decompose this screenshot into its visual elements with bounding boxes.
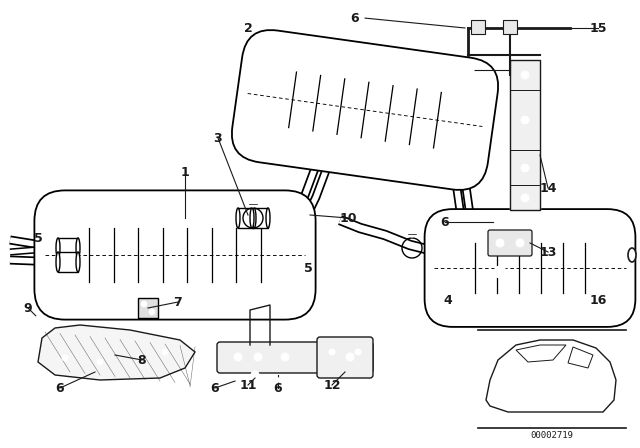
Polygon shape xyxy=(568,347,593,368)
Circle shape xyxy=(409,231,415,237)
Text: 6: 6 xyxy=(211,382,220,395)
Bar xyxy=(58,252,78,272)
Ellipse shape xyxy=(266,208,270,228)
Text: 16: 16 xyxy=(589,293,607,306)
Text: 6: 6 xyxy=(56,382,64,395)
FancyBboxPatch shape xyxy=(35,190,316,319)
Circle shape xyxy=(276,378,280,382)
Circle shape xyxy=(273,375,283,385)
Text: 15: 15 xyxy=(589,22,607,34)
Bar xyxy=(238,208,254,228)
Circle shape xyxy=(521,194,529,202)
Circle shape xyxy=(149,309,155,315)
Circle shape xyxy=(251,371,259,379)
Circle shape xyxy=(521,71,529,79)
Text: 7: 7 xyxy=(173,296,182,309)
Text: 9: 9 xyxy=(24,302,32,314)
Text: 4: 4 xyxy=(444,293,452,306)
Text: 14: 14 xyxy=(540,181,557,194)
Circle shape xyxy=(137,355,143,361)
Circle shape xyxy=(254,353,262,361)
Text: 5: 5 xyxy=(303,262,312,275)
Ellipse shape xyxy=(76,238,80,258)
Circle shape xyxy=(33,313,43,323)
FancyBboxPatch shape xyxy=(424,209,636,327)
Circle shape xyxy=(236,378,240,382)
Circle shape xyxy=(352,12,364,24)
Text: 1: 1 xyxy=(180,165,189,178)
FancyBboxPatch shape xyxy=(317,337,373,378)
Circle shape xyxy=(162,349,168,355)
Circle shape xyxy=(355,15,361,21)
Circle shape xyxy=(281,353,289,361)
Text: 3: 3 xyxy=(214,132,222,145)
Circle shape xyxy=(62,355,68,361)
Circle shape xyxy=(516,239,524,247)
Text: 00002719: 00002719 xyxy=(531,431,573,439)
Circle shape xyxy=(355,349,361,355)
Ellipse shape xyxy=(250,208,254,228)
Bar xyxy=(503,20,517,34)
Circle shape xyxy=(462,64,474,76)
Text: 13: 13 xyxy=(540,246,557,258)
Ellipse shape xyxy=(628,248,636,262)
Ellipse shape xyxy=(236,208,240,228)
Bar xyxy=(138,298,158,318)
Polygon shape xyxy=(38,325,195,380)
Circle shape xyxy=(465,67,470,73)
FancyBboxPatch shape xyxy=(488,230,532,256)
Ellipse shape xyxy=(252,208,256,228)
Circle shape xyxy=(253,373,257,377)
Text: 10: 10 xyxy=(339,211,356,224)
Circle shape xyxy=(250,201,256,207)
Circle shape xyxy=(329,349,335,355)
Circle shape xyxy=(521,164,529,172)
Circle shape xyxy=(36,316,40,320)
Text: 2: 2 xyxy=(244,22,252,34)
Bar xyxy=(471,20,485,34)
Text: 8: 8 xyxy=(138,353,147,366)
Bar xyxy=(58,238,78,258)
Circle shape xyxy=(496,239,504,247)
FancyBboxPatch shape xyxy=(217,342,373,373)
Circle shape xyxy=(497,269,502,275)
Polygon shape xyxy=(510,60,540,210)
Text: 5: 5 xyxy=(34,232,42,245)
Text: 11: 11 xyxy=(239,379,257,392)
Ellipse shape xyxy=(56,238,60,258)
Circle shape xyxy=(97,359,103,365)
Polygon shape xyxy=(516,345,566,362)
Circle shape xyxy=(521,116,529,124)
Text: 6: 6 xyxy=(441,215,449,228)
Text: 12: 12 xyxy=(323,379,340,392)
Circle shape xyxy=(141,301,147,307)
Circle shape xyxy=(346,353,354,361)
Circle shape xyxy=(494,266,506,278)
Text: 6: 6 xyxy=(274,382,282,395)
Polygon shape xyxy=(486,340,616,412)
Ellipse shape xyxy=(56,252,60,272)
Ellipse shape xyxy=(76,252,80,272)
Text: 6: 6 xyxy=(351,12,359,25)
Bar xyxy=(252,208,268,228)
FancyBboxPatch shape xyxy=(232,30,498,190)
Circle shape xyxy=(234,353,242,361)
Circle shape xyxy=(233,375,243,385)
